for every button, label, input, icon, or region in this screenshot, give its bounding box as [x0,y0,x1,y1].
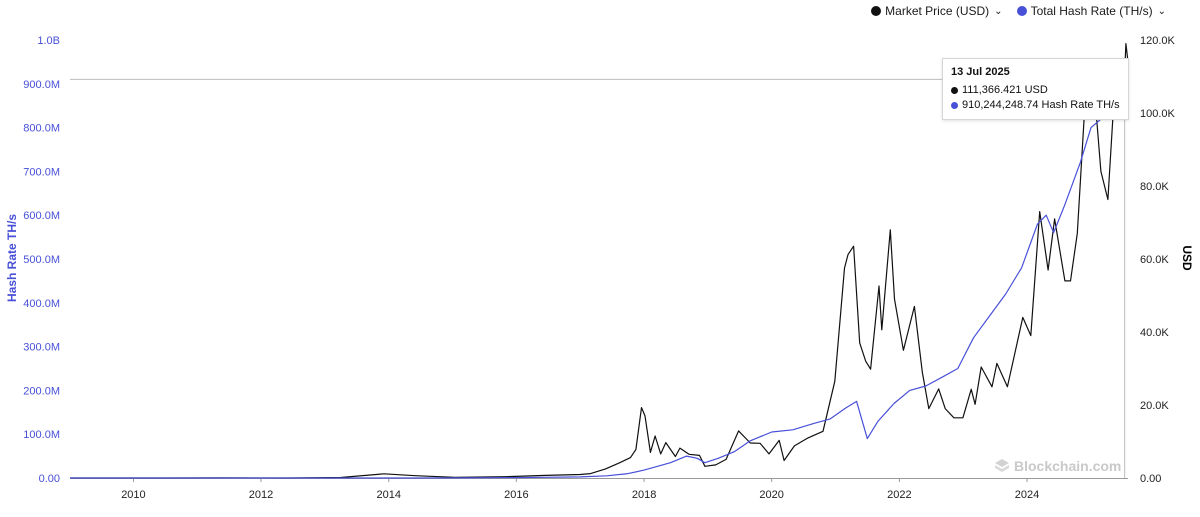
x-axis: 2010 2012 2014 2016 2018 2020 2022 2024 [70,478,1128,501]
legend-price-label: Market Price (USD) [885,4,990,18]
legend-hash-label: Total Hash Rate (TH/s) [1030,4,1153,18]
y-left-tick-label: 600.0M [23,210,60,222]
price-dot-icon [951,87,958,94]
y-right-tick-label: 120.0K [1140,35,1176,47]
y-left-tick-label: 1.0B [37,35,60,47]
y-right-tick-label: 40.0K [1140,327,1169,339]
y-left-axis: 0.00 100.0M 200.0M 300.0M 400.0M 500.0M 600.0M… [23,35,60,485]
tooltip-price-row: 111,366.421 USD [951,83,1120,98]
x-tick-label: 2010 [121,489,145,501]
y-left-tick-label: 900.0M [23,79,60,91]
y-right-axis: 0.00 20.0K 40.0K 60.0K 80.0K 100.0K 120.0K [1140,35,1176,485]
y-axis-left-title: Hash Rate TH/s [5,213,19,303]
hash-series-dot-icon [1016,6,1027,16]
x-tick-label: 2024 [1015,489,1039,501]
watermark: Blockchain.com [994,458,1121,474]
chevron-down-icon[interactable]: ⌄ [1157,5,1166,17]
price-series-dot-icon [871,6,882,16]
hash-dot-icon [951,102,958,109]
chart-tooltip: 13 Jul 2025 111,366.421 USD 910,244,248.… [942,58,1129,120]
crosshair [70,78,1126,478]
series-lines [70,43,1129,479]
blockchain-logo-icon [995,459,1009,472]
y-right-tick-label: 20.0K [1140,400,1169,412]
market-price-line [70,43,1129,479]
y-right-tick-label: 60.0K [1140,254,1169,266]
watermark-text: Blockchain.com [1014,458,1122,474]
tooltip-price-value: 111,366.421 USD [962,84,1048,96]
x-tick-label: 2018 [632,489,656,501]
legend-item-price[interactable]: Market Price (USD) ⌄ [871,4,1003,18]
y-left-tick-label: 100.0M [23,429,60,441]
y-left-tick-label: 500.0M [23,254,60,266]
y-left-tick-label: 200.0M [23,385,60,397]
x-tick-label: 2022 [887,489,911,501]
y-right-tick-label: 100.0K [1140,108,1176,120]
chevron-down-icon[interactable]: ⌄ [994,5,1003,17]
x-tick-label: 2020 [759,489,783,501]
tooltip-hash-row: 910,244,248.74 Hash Rate TH/s [951,98,1120,113]
y-right-tick-label: 80.0K [1140,181,1169,193]
tooltip-hash-value: 910,244,248.74 Hash Rate TH/s [962,99,1120,111]
chart-legend: Market Price (USD) ⌄ Total Hash Rate (TH… [871,4,1166,18]
hash-rate-line [70,66,1129,479]
y-right-tick-label: 0.00 [1140,473,1161,485]
y-left-tick-label: 300.0M [23,342,60,354]
y-axis-right-title: USD [1180,245,1194,271]
y-left-tick-label: 700.0M [23,166,60,178]
x-tick-label: 2016 [504,489,528,501]
legend-item-hash[interactable]: Total Hash Rate (TH/s) ⌄ [1016,4,1166,18]
x-tick-label: 2012 [249,489,273,501]
y-left-tick-label: 0.00 [39,473,60,485]
tooltip-date: 13 Jul 2025 [951,66,1010,78]
x-tick-label: 2014 [377,489,401,501]
y-left-tick-label: 800.0M [23,123,60,135]
y-left-tick-label: 400.0M [23,298,60,310]
